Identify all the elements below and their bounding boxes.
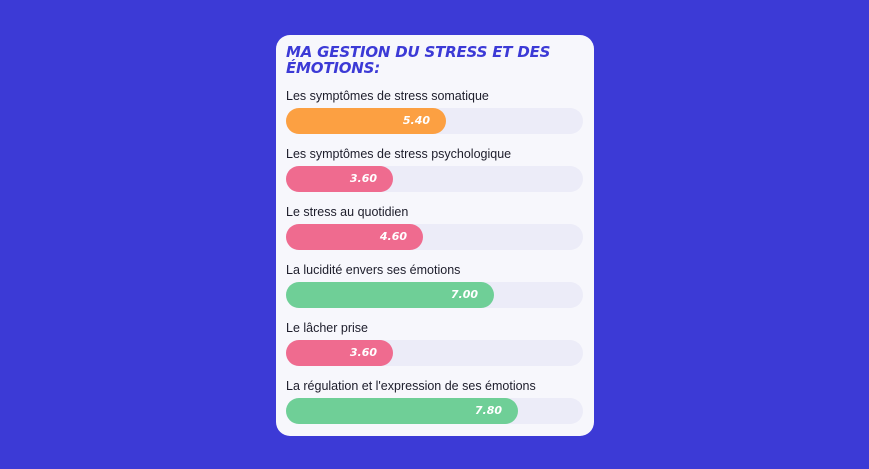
bar-value-label: 4.60 <box>379 230 407 243</box>
metric-label: Le lâcher prise <box>286 321 368 335</box>
bar-value-label: 7.80 <box>474 404 502 417</box>
metric-label: Le stress au quotidien <box>286 205 409 219</box>
metric-row: La régulation et l'expression de ses émo… <box>286 379 583 437</box>
metric-label: Les symptômes de stress somatique <box>286 89 489 103</box>
metric-row: Le lâcher prise 3.60 <box>286 321 583 379</box>
metrics-list: Les symptômes de stress somatique 5.40 Les… <box>286 89 583 437</box>
bar-track: 5.40 <box>286 108 583 134</box>
bar-value-label: 3.60 <box>349 346 377 359</box>
metric-label: Les symptômes de stress psychologique <box>286 147 512 161</box>
bar-value-label: 5.40 <box>402 114 430 127</box>
bar-fill: 7.80 <box>286 398 518 424</box>
bar-fill: 3.60 <box>286 166 393 192</box>
bar-value-label: 3.60 <box>349 172 377 185</box>
metric-label: La lucidité envers ses émotions <box>286 263 461 277</box>
metric-row: Les symptômes de stress psychologique 3.6… <box>286 147 583 205</box>
bar-track: 3.60 <box>286 340 583 366</box>
bar-track: 4.60 <box>286 224 583 250</box>
metric-label: La régulation et l'expression de ses émo… <box>286 379 536 393</box>
card-title: MA GESTION DU STRESS ET DES ÉMOTIONS: <box>286 43 551 77</box>
bar-fill: 4.60 <box>286 224 423 250</box>
metric-row: La lucidité envers ses émotions 7.00 <box>286 263 583 321</box>
score-card: MA GESTION DU STRESS ET DES ÉMOTIONS: Le… <box>276 35 594 436</box>
metric-row: Le stress au quotidien 4.60 <box>286 205 583 263</box>
bar-value-label: 7.00 <box>450 288 478 301</box>
bar-track: 7.80 <box>286 398 583 424</box>
bar-track: 7.00 <box>286 282 583 308</box>
bar-fill: 3.60 <box>286 340 393 366</box>
bar-track: 3.60 <box>286 166 583 192</box>
bar-fill: 5.40 <box>286 108 446 134</box>
metric-row: Les symptômes de stress somatique 5.40 <box>286 89 583 147</box>
bar-fill: 7.00 <box>286 282 494 308</box>
